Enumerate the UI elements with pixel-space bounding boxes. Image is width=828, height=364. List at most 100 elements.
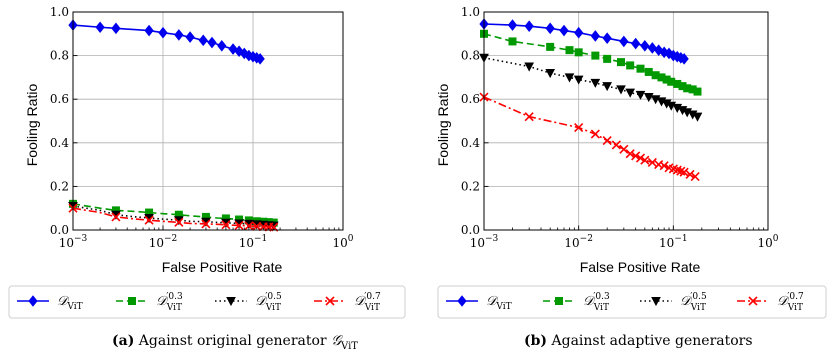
data-point: [625, 149, 635, 159]
data-point: [644, 67, 653, 76]
data-point: [559, 24, 569, 37]
data-point: [185, 31, 195, 43]
y-tick-label: 1.0: [50, 5, 69, 19]
legend-entry: 𝒟ViT: [17, 294, 83, 312]
caption-b-text: Against adaptive generators: [551, 333, 753, 349]
y-tick-label: 0.6: [50, 92, 69, 106]
data-point: [647, 157, 657, 167]
data-point: [217, 39, 227, 52]
data-point: [111, 22, 121, 35]
data-point: [574, 122, 584, 133]
data-point: [603, 54, 612, 63]
data-point: [524, 112, 534, 122]
y-tick-label: 0.2: [50, 179, 69, 193]
data-point: [635, 153, 646, 163]
legend-label: 𝒟′0.5 ViT: [680, 292, 707, 313]
data-point: [616, 85, 626, 95]
legend-frame: [8, 285, 406, 319]
caption-a-math: 𝒢ViT: [331, 333, 358, 352]
y-axis-label: Fooling Ratio: [435, 84, 451, 167]
chart-panel-b: 10−3 10−2 10−1 100 0.0 0.2 0.4 0.6 0.8 1.0 False P…: [435, 5, 827, 319]
data-point-stroke-b: [668, 164, 678, 174]
legend-label: 𝒟′0.7 ViT: [777, 292, 804, 313]
x-axis-label: False Positive Rate: [580, 259, 701, 275]
data-point-stroke-b: [664, 163, 674, 173]
legend-swatch-marker-stroke-b: [748, 296, 758, 306]
data-point-stroke-b: [221, 220, 231, 230]
series-d-vit: [479, 18, 689, 65]
data-point-stroke-b: [111, 212, 121, 222]
series-line: [72, 205, 274, 227]
legend-entry: 𝒟′0.7 ViT: [314, 292, 381, 313]
data-point-stroke-b: [574, 122, 584, 133]
legend-swatch-marker: [226, 297, 236, 307]
series-dprime-07: [68, 203, 279, 232]
legend-swatch-marker: [28, 295, 38, 307]
caption-b-label: (b): [524, 333, 548, 349]
legend-label: 𝒟′0.3 ViT: [583, 292, 610, 313]
x-tick-label: 10−2: [564, 234, 593, 250]
data-point: [590, 78, 601, 88]
legend-entry: 𝒟′0.3 ViT: [543, 292, 610, 313]
x-tick-label: 10−1: [659, 234, 688, 250]
data-point: [631, 151, 641, 161]
legend: 𝒟ViT 𝒟′0.3 ViT 𝒟′0.5 ViT 𝒟′0.7 ViT: [8, 285, 406, 319]
y-tick-label: 0.4: [461, 136, 480, 150]
data-point: [602, 32, 612, 44]
caption-a-label: (a): [112, 333, 135, 349]
y-tick-label: 0.2: [461, 179, 480, 193]
x-axis-label: False Positive Rate: [162, 259, 283, 275]
data-point-stroke-b: [174, 217, 184, 227]
legend-entry: 𝒟′0.5 ViT: [640, 292, 707, 313]
data-point: [626, 61, 635, 70]
legend-label: 𝒟ViT: [486, 294, 512, 312]
data-point: [631, 37, 641, 50]
data-point: [244, 221, 254, 231]
data-point: [690, 172, 700, 182]
y-tick-label: 0.8: [461, 49, 480, 63]
data-point: [144, 215, 154, 225]
legend-label: 𝒟′0.3 ViT: [156, 292, 183, 313]
data-point-stroke-b: [676, 166, 686, 176]
chart-panel-a: 10−3 10−2 10−1 100 0.0 0.2 0.4 0.6 0.8 1.0 False P…: [8, 5, 406, 319]
data-point: [564, 73, 575, 83]
data-point: [611, 140, 621, 150]
data-point: [619, 144, 629, 154]
data-point-stroke-b: [679, 167, 689, 177]
series-line: [483, 56, 698, 118]
data-point-stroke-b: [244, 221, 254, 231]
y-tick-label: 0.0: [461, 223, 480, 237]
data-point: [174, 29, 184, 41]
data-point: [573, 75, 584, 85]
data-point-stroke-b: [635, 153, 646, 163]
data-point: [692, 112, 703, 122]
y-tick-label: 0.4: [50, 136, 69, 150]
data-point: [635, 90, 646, 100]
data-point: [198, 34, 208, 47]
caption-a-text: Against original generator: [138, 333, 327, 349]
data-point: [507, 19, 518, 31]
data-point: [574, 26, 584, 39]
data-point: [602, 136, 612, 146]
legend-label: 𝒟′0.7 ViT: [354, 292, 381, 313]
data-point: [574, 48, 583, 57]
legend-swatch-marker: [325, 296, 335, 306]
x-tick-label: 100: [332, 234, 353, 250]
legend-swatch-marker: [651, 297, 661, 307]
data-point: [659, 161, 669, 171]
data-point: [255, 53, 265, 65]
data-point: [616, 58, 625, 67]
data-point-stroke-b: [144, 215, 154, 225]
series-dprime-05: [68, 202, 279, 231]
legend-swatch-marker: [748, 296, 758, 306]
data-point-stroke-b: [690, 172, 700, 182]
y-tick-label: 1.0: [461, 5, 480, 19]
legend: 𝒟ViT 𝒟′0.3 ViT 𝒟′0.5 ViT 𝒟′0.7 ViT: [437, 285, 827, 319]
data-point: [565, 46, 574, 55]
caption-a: (a) Against original generator 𝒢ViT: [112, 333, 358, 352]
legend-frame: [437, 285, 827, 319]
data-point-stroke-b: [685, 169, 695, 179]
legend-label: 𝒟′0.5 ViT: [255, 292, 282, 313]
series-dprime-05: [479, 53, 703, 122]
